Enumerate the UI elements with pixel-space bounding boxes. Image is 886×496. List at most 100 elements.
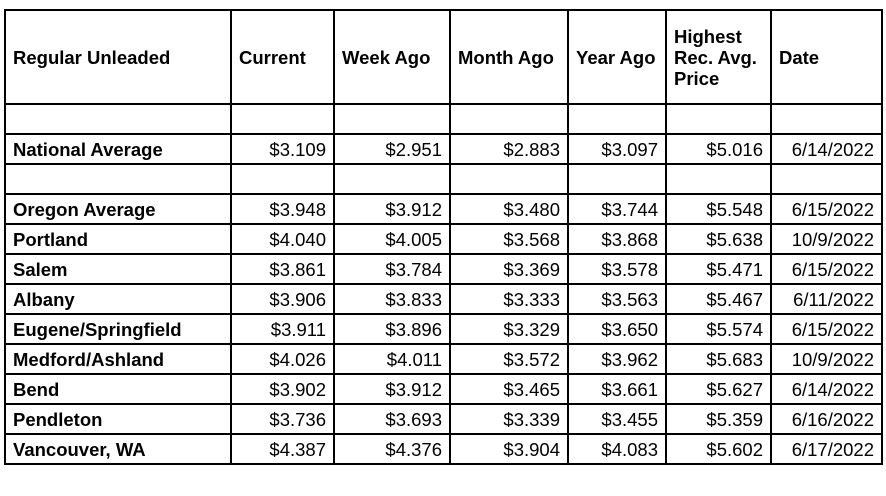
table-cell: $3.736	[230, 403, 335, 435]
table-cell: $3.109	[230, 133, 335, 165]
table-cell: $3.455	[567, 403, 667, 435]
table-row: Albany $3.906 $3.833 $3.333 $3.563 $5.467 6/11…	[4, 283, 883, 315]
gas-price-table: Regular Unleaded Current Week Ago Month Ago…	[4, 9, 883, 465]
table-cell: $5.548	[665, 193, 772, 225]
table-cell: 6/15/2022	[770, 313, 883, 345]
table-cell: $3.962	[567, 343, 667, 375]
table-cell	[230, 103, 335, 135]
table-cell: $3.904	[449, 433, 569, 465]
table-row: Medford/Ashland $4.026 $4.011 $3.572 $3.962 $…	[4, 343, 883, 375]
header-row: Regular Unleaded Current Week Ago Month Ago…	[4, 9, 883, 105]
table-cell: $4.083	[567, 433, 667, 465]
table-cell: $4.011	[333, 343, 451, 375]
row-label: Medford/Ashland	[4, 343, 232, 375]
table-cell	[770, 103, 883, 135]
table-cell: $5.467	[665, 283, 772, 315]
blank-row	[4, 103, 883, 135]
column-header: Current	[230, 9, 335, 105]
table-row: Vancouver, WA $4.387 $4.376 $3.904 $4.083 $5.…	[4, 433, 883, 465]
table-cell: $4.026	[230, 343, 335, 375]
table-cell: $3.480	[449, 193, 569, 225]
table-cell: $3.333	[449, 283, 569, 315]
table-row: Portland $4.040 $4.005 $3.568 $3.868 $5.638 10…	[4, 223, 883, 255]
row-label: Oregon Average	[4, 193, 232, 225]
column-header: Regular Unleaded	[4, 9, 232, 105]
table-cell	[567, 103, 667, 135]
table-cell	[665, 103, 772, 135]
table-cell: $5.638	[665, 223, 772, 255]
row-label: Eugene/Springfield	[4, 313, 232, 345]
row-label: Pendleton	[4, 403, 232, 435]
table-cell	[230, 163, 335, 195]
row-label: National Average	[4, 133, 232, 165]
table-row: Pendleton $3.736 $3.693 $3.339 $3.455 $5.359 6…	[4, 403, 883, 435]
table-cell: $4.005	[333, 223, 451, 255]
table-cell: $5.359	[665, 403, 772, 435]
table-row: Salem $3.861 $3.784 $3.369 $3.578 $5.471 6/15/…	[4, 253, 883, 285]
table-cell: $3.911	[230, 313, 335, 345]
table-cell: $3.661	[567, 373, 667, 405]
row-label: Salem	[4, 253, 232, 285]
row-label	[4, 163, 232, 195]
table-cell: $3.912	[333, 373, 451, 405]
table-cell	[333, 163, 451, 195]
table-cell: 6/14/2022	[770, 133, 883, 165]
table-row: Oregon Average $3.948 $3.912 $3.480 $3.744 $5…	[4, 193, 883, 225]
table-cell	[333, 103, 451, 135]
table-cell: $3.912	[333, 193, 451, 225]
table-cell: $3.650	[567, 313, 667, 345]
table-cell: $3.948	[230, 193, 335, 225]
table-cell: 6/15/2022	[770, 193, 883, 225]
column-header: Date	[770, 9, 883, 105]
table-row: Eugene/Springfield $3.911 $3.896 $3.329 $3.6…	[4, 313, 883, 345]
table-cell: $3.369	[449, 253, 569, 285]
table-cell	[770, 163, 883, 195]
table-cell: $3.868	[567, 223, 667, 255]
table-cell: $3.861	[230, 253, 335, 285]
column-header: Highest Rec. Avg. Price	[665, 9, 772, 105]
table-cell: $5.574	[665, 313, 772, 345]
table-cell: $3.563	[567, 283, 667, 315]
table-cell: 6/11/2022	[770, 283, 883, 315]
row-label: Vancouver, WA	[4, 433, 232, 465]
table-cell	[567, 163, 667, 195]
table-cell: $3.339	[449, 403, 569, 435]
blank-row	[4, 163, 883, 195]
table-cell: $3.578	[567, 253, 667, 285]
table-cell: $3.744	[567, 193, 667, 225]
table-cell: $3.097	[567, 133, 667, 165]
table-cell: 10/9/2022	[770, 223, 883, 255]
table-cell: $3.902	[230, 373, 335, 405]
table-cell: 6/17/2022	[770, 433, 883, 465]
column-header: Week Ago	[333, 9, 451, 105]
row-label: Bend	[4, 373, 232, 405]
table-cell: 6/15/2022	[770, 253, 883, 285]
column-header: Year Ago	[567, 9, 667, 105]
table-cell: $5.683	[665, 343, 772, 375]
table-cell: $3.465	[449, 373, 569, 405]
column-header: Month Ago	[449, 9, 569, 105]
table-cell: 6/14/2022	[770, 373, 883, 405]
table-cell: 6/16/2022	[770, 403, 883, 435]
table-row: Bend $3.902 $3.912 $3.465 $3.661 $5.627 6/14/2…	[4, 373, 883, 405]
table-cell: $3.568	[449, 223, 569, 255]
table-cell: $4.376	[333, 433, 451, 465]
table-cell: $3.784	[333, 253, 451, 285]
table-cell: $5.602	[665, 433, 772, 465]
table-row: National Average $3.109 $2.951 $2.883 $3.097…	[4, 133, 883, 165]
table-cell: $3.329	[449, 313, 569, 345]
row-label	[4, 103, 232, 135]
table-cell: $3.896	[333, 313, 451, 345]
table-cell: $5.627	[665, 373, 772, 405]
table-cell	[665, 163, 772, 195]
table-cell: $2.951	[333, 133, 451, 165]
table-cell: $4.387	[230, 433, 335, 465]
row-label: Portland	[4, 223, 232, 255]
table-cell	[449, 103, 569, 135]
table-cell: $3.693	[333, 403, 451, 435]
table-cell: 10/9/2022	[770, 343, 883, 375]
table-cell: $4.040	[230, 223, 335, 255]
table-cell: $3.833	[333, 283, 451, 315]
table-cell: $5.471	[665, 253, 772, 285]
table-cell: $3.572	[449, 343, 569, 375]
